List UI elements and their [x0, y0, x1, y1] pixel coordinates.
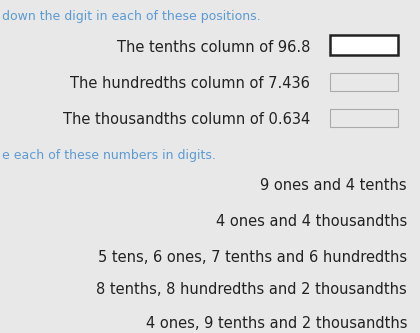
Text: down the digit in each of these positions.: down the digit in each of these position… — [2, 10, 261, 23]
Text: 8 tenths, 8 hundredths and 2 thousandths: 8 tenths, 8 hundredths and 2 thousandths — [96, 281, 407, 296]
Text: 9 ones and 4 tenths: 9 ones and 4 tenths — [260, 177, 407, 192]
Text: The hundredths column of 7.436: The hundredths column of 7.436 — [70, 77, 310, 92]
Text: e each of these numbers in digits.: e each of these numbers in digits. — [2, 149, 216, 162]
Text: The thousandths column of 0.634: The thousandths column of 0.634 — [63, 113, 310, 128]
Bar — [330, 109, 398, 127]
Text: 5 tens, 6 ones, 7 tenths and 6 hundredths: 5 tens, 6 ones, 7 tenths and 6 hundredth… — [98, 249, 407, 264]
Text: 4 ones, 9 tenths and 2 thousandths: 4 ones, 9 tenths and 2 thousandths — [145, 315, 407, 330]
Bar — [330, 73, 398, 91]
Bar — [330, 35, 398, 55]
Text: The tenths column of 96.8: The tenths column of 96.8 — [117, 41, 310, 56]
Text: 4 ones and 4 thousandths: 4 ones and 4 thousandths — [216, 213, 407, 228]
